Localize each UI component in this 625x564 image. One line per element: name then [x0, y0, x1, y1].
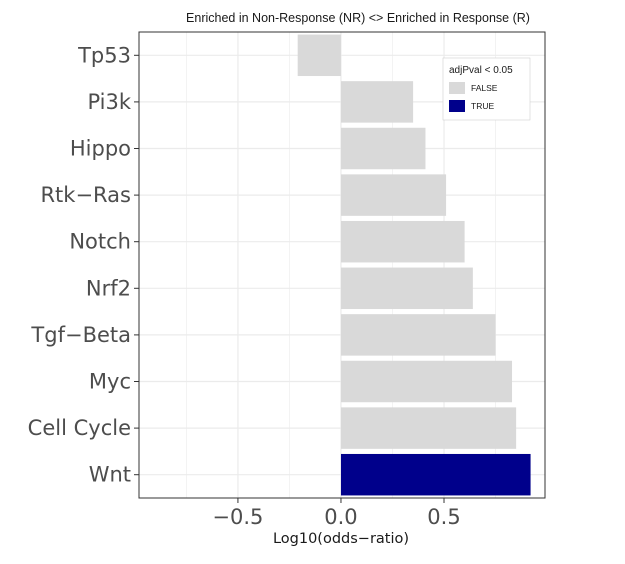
y-tick-label: Nrf2	[86, 276, 131, 300]
legend: adjPval < 0.05 FALSE TRUE	[442, 57, 531, 121]
y-axis: Tp53 Pi3k Hippo Rtk−Ras Notch Nrf2 Tgf−Beta Myc…	[28, 43, 139, 487]
y-tick-label: Wnt	[89, 463, 131, 487]
bar-nrf2	[340, 267, 473, 310]
x-tick-label: 0.5	[427, 505, 460, 529]
y-tick-label: Cell Cycle	[28, 416, 131, 440]
y-tick-label: Notch	[69, 230, 131, 254]
bar-myc	[340, 360, 513, 403]
y-tick-label: Rtk−Ras	[40, 183, 131, 207]
y-tick-label: Hippo	[70, 137, 131, 161]
chart-title: Enriched in Non-Response (NR) <> Enriche…	[186, 11, 530, 25]
x-tick-label: −0.5	[212, 505, 263, 529]
x-axis: −0.5 0.0 0.5	[212, 498, 461, 529]
legend-swatch-false	[449, 82, 465, 94]
bar-wnt	[340, 453, 531, 496]
y-tick-label: Myc	[89, 370, 131, 394]
y-tick-label: Tgf−Beta	[30, 323, 131, 347]
legend-title: adjPval < 0.05	[449, 65, 513, 76]
legend-label-false: FALSE	[471, 83, 498, 93]
bar-tgf-beta	[340, 314, 496, 356]
x-tick-label: 0.0	[324, 505, 357, 529]
y-tick-label: Tp53	[77, 43, 131, 67]
legend-label-true: TRUE	[471, 101, 494, 111]
bars	[297, 34, 531, 496]
bar-notch	[340, 220, 465, 263]
legend-swatch-true	[449, 100, 465, 112]
x-axis-title: Log10(odds−ratio)	[273, 531, 409, 547]
bar-hippo	[340, 127, 426, 170]
bar-pi3k	[340, 81, 414, 123]
bar-tp53	[297, 34, 341, 77]
bar-cell-cycle	[340, 407, 517, 449]
bar-rtk-ras	[340, 174, 447, 216]
panel-border	[138, 31, 546, 499]
y-tick-label: Pi3k	[87, 90, 131, 114]
